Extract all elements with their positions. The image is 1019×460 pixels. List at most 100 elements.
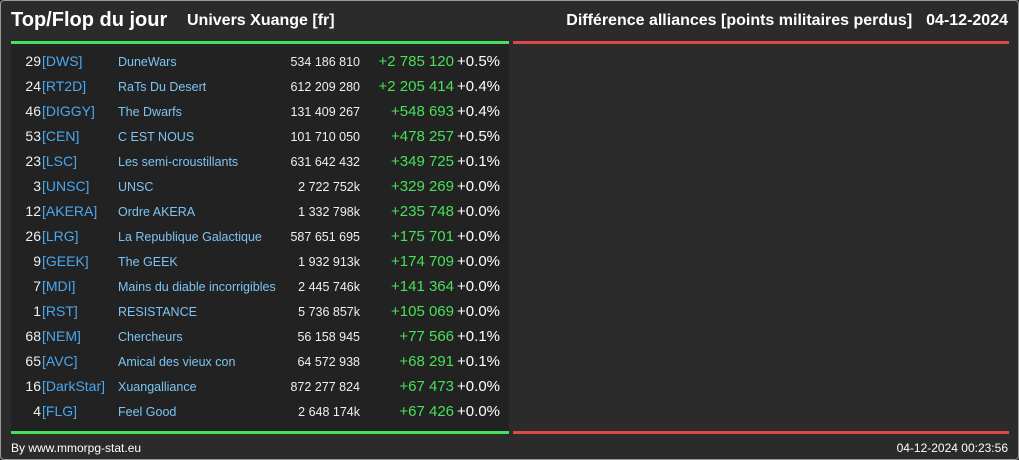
alliance-name-link[interactable]: Mains du diable incorrigibles [118, 280, 276, 294]
flop-panel-top-border [513, 41, 1009, 44]
alliance-tag-link[interactable]: [UNSC] [42, 178, 90, 194]
alliance-tag-link[interactable]: [DIGGY] [42, 103, 95, 119]
list-item: 12 [AKERA] Ordre AKERA 1 332 798k +235 748 +0… [11, 199, 509, 224]
alliance-diff: +105 069 [391, 303, 454, 320]
alliance-name-link[interactable]: The Dwarfs [118, 105, 182, 119]
alliance-name-link[interactable]: Feel Good [118, 405, 177, 419]
list-item: 65 [AVC] Amical des vieux con 64 572 938 +68… [11, 349, 509, 374]
alliance-tag-link[interactable]: [CEN] [42, 128, 80, 144]
alliance-tag-link[interactable]: [FLG] [42, 403, 78, 419]
alliance-points: 5 736 857k [298, 305, 360, 319]
timestamp: 04-12-2024 00:23:56 [896, 441, 1008, 455]
alliance-name-link[interactable]: La Republique Galactique [118, 230, 262, 244]
alliance-points: 612 209 280 [290, 80, 360, 94]
alliance-percent: +0.4% [457, 103, 500, 120]
alliance-points: 101 710 050 [290, 130, 360, 144]
alliance-name-link[interactable]: C EST NOUS [118, 130, 195, 144]
top-panel: 29 [DWS] DuneWars 534 186 810 +2 785 120 +0.5… [11, 41, 509, 434]
alliance-points: 64 572 938 [297, 355, 360, 369]
list-item: 29 [DWS] DuneWars 534 186 810 +2 785 120 +0.5… [11, 49, 509, 74]
list-item: 1 [RST] RESISTANCE 5 736 857k +105 069 +0.0% [11, 299, 509, 324]
alliance-percent: +0.1% [457, 153, 500, 170]
top-panel-bottom-border [11, 431, 509, 434]
alliance-tag-link[interactable]: [GEEK] [42, 253, 89, 269]
alliance-points: 2 445 746k [298, 280, 360, 294]
list-item: 53 [CEN] C EST NOUS 101 710 050 +478 257 +0.5… [11, 124, 509, 149]
alliance-name-link[interactable]: The GEEK [118, 255, 178, 269]
alliance-rank: 65 [25, 353, 41, 369]
alliance-name-link[interactable]: Chercheurs [118, 330, 183, 344]
alliance-rank: 7 [33, 278, 41, 294]
list-item: 7 [MDI] Mains du diable incorrigibles 2 445… [11, 274, 509, 299]
alliance-tag-link[interactable]: [MDI] [42, 278, 76, 294]
alliance-rank: 1 [33, 303, 41, 319]
ranking-date: 04-12-2024 [926, 12, 1008, 29]
alliance-percent: +0.0% [457, 303, 500, 320]
alliance-points: 2 648 174k [298, 405, 360, 419]
flop-panel [513, 41, 1009, 434]
alliance-points: 2 722 752k [298, 180, 360, 194]
list-item: 4 [FLG] Feel Good 2 648 174k +67 426 +0.0% [11, 399, 509, 424]
list-item: 26 [LRG] La Republique Galactique 587 651 6… [11, 224, 509, 249]
alliance-diff: +349 725 [391, 153, 454, 170]
alliance-points: 631 642 432 [290, 155, 360, 169]
alliance-tag-link[interactable]: [RST] [42, 303, 78, 319]
alliance-percent: +0.0% [457, 178, 500, 195]
alliance-percent: +0.1% [457, 353, 500, 370]
alliance-diff: +141 364 [391, 278, 454, 295]
alliance-points: 1 332 798k [298, 205, 360, 219]
alliance-diff: +77 566 [399, 328, 454, 345]
alliance-rank: 16 [25, 378, 41, 394]
alliance-percent: +0.0% [457, 203, 500, 220]
alliance-tag-link[interactable]: [DWS] [42, 53, 83, 69]
alliance-tag-link[interactable]: [LSC] [42, 153, 78, 169]
alliance-points: 872 277 824 [290, 380, 360, 394]
alliance-tag-link[interactable]: [NEM] [42, 328, 81, 344]
alliance-rank: 12 [25, 203, 41, 219]
alliance-percent: +0.5% [457, 53, 500, 70]
alliance-percent: +0.0% [457, 278, 500, 295]
flop-panel-bottom-border [513, 431, 1009, 434]
universe-label: Univers Xuange [fr] [187, 12, 335, 29]
alliance-name-link[interactable]: RESISTANCE [118, 305, 197, 319]
ranking-subtitle: Différence alliances [points militaires … [566, 12, 1008, 30]
alliance-rank: 53 [25, 128, 41, 144]
alliance-name-link[interactable]: Les semi-croustillants [118, 155, 239, 169]
alliance-diff: +329 269 [391, 178, 454, 195]
page-title: Top/Flop du jour [11, 9, 168, 31]
alliance-rank: 46 [25, 103, 41, 119]
alliance-points: 534 186 810 [290, 55, 360, 69]
alliance-points: 131 409 267 [290, 105, 360, 119]
alliance-name-link[interactable]: Xuangalliance [118, 380, 197, 394]
top-panel-top-border [11, 41, 509, 44]
list-item: 9 [GEEK] The GEEK 1 932 913k +174 709 +0.0% [11, 249, 509, 274]
alliance-percent: +0.5% [457, 128, 500, 145]
alliance-name-link[interactable]: DuneWars [118, 55, 177, 69]
alliance-tag-link[interactable]: [DarkStar] [42, 378, 106, 394]
alliance-diff: +67 473 [399, 378, 454, 395]
alliance-tag-link[interactable]: [AVC] [42, 353, 78, 369]
alliance-tag-link[interactable]: [AKERA] [42, 203, 98, 219]
alliance-rank: 3 [33, 178, 41, 194]
list-item: 16 [DarkStar] Xuangalliance 872 277 824 +67 … [11, 374, 509, 399]
alliance-name-link[interactable]: UNSC [118, 180, 154, 194]
alliance-name-link[interactable]: Amical des vieux con [118, 355, 236, 369]
alliance-rank: 9 [33, 253, 41, 269]
alliance-diff: +174 709 [391, 253, 454, 270]
alliance-name-link[interactable]: Ordre AKERA [118, 205, 196, 219]
alliance-tag-link[interactable]: [RT2D] [42, 78, 87, 94]
ranking-type: Différence alliances [points militaires … [566, 12, 913, 29]
list-item: 46 [DIGGY] The Dwarfs 131 409 267 +548 693 +0… [11, 99, 509, 124]
credit-text: By www.mmorpg-stat.eu [11, 441, 142, 455]
alliance-rank: 4 [33, 403, 41, 419]
alliance-percent: +0.0% [457, 253, 500, 270]
alliance-diff: +2 785 120 [378, 53, 455, 70]
alliance-diff: +68 291 [399, 353, 454, 370]
alliance-percent: +0.0% [457, 403, 500, 420]
alliance-percent: +0.0% [457, 378, 500, 395]
alliance-diff: +548 693 [391, 103, 454, 120]
alliance-diff: +2 205 414 [378, 78, 455, 95]
alliance-name-link[interactable]: RaTs Du Desert [118, 80, 207, 94]
alliance-tag-link[interactable]: [LRG] [42, 228, 79, 244]
